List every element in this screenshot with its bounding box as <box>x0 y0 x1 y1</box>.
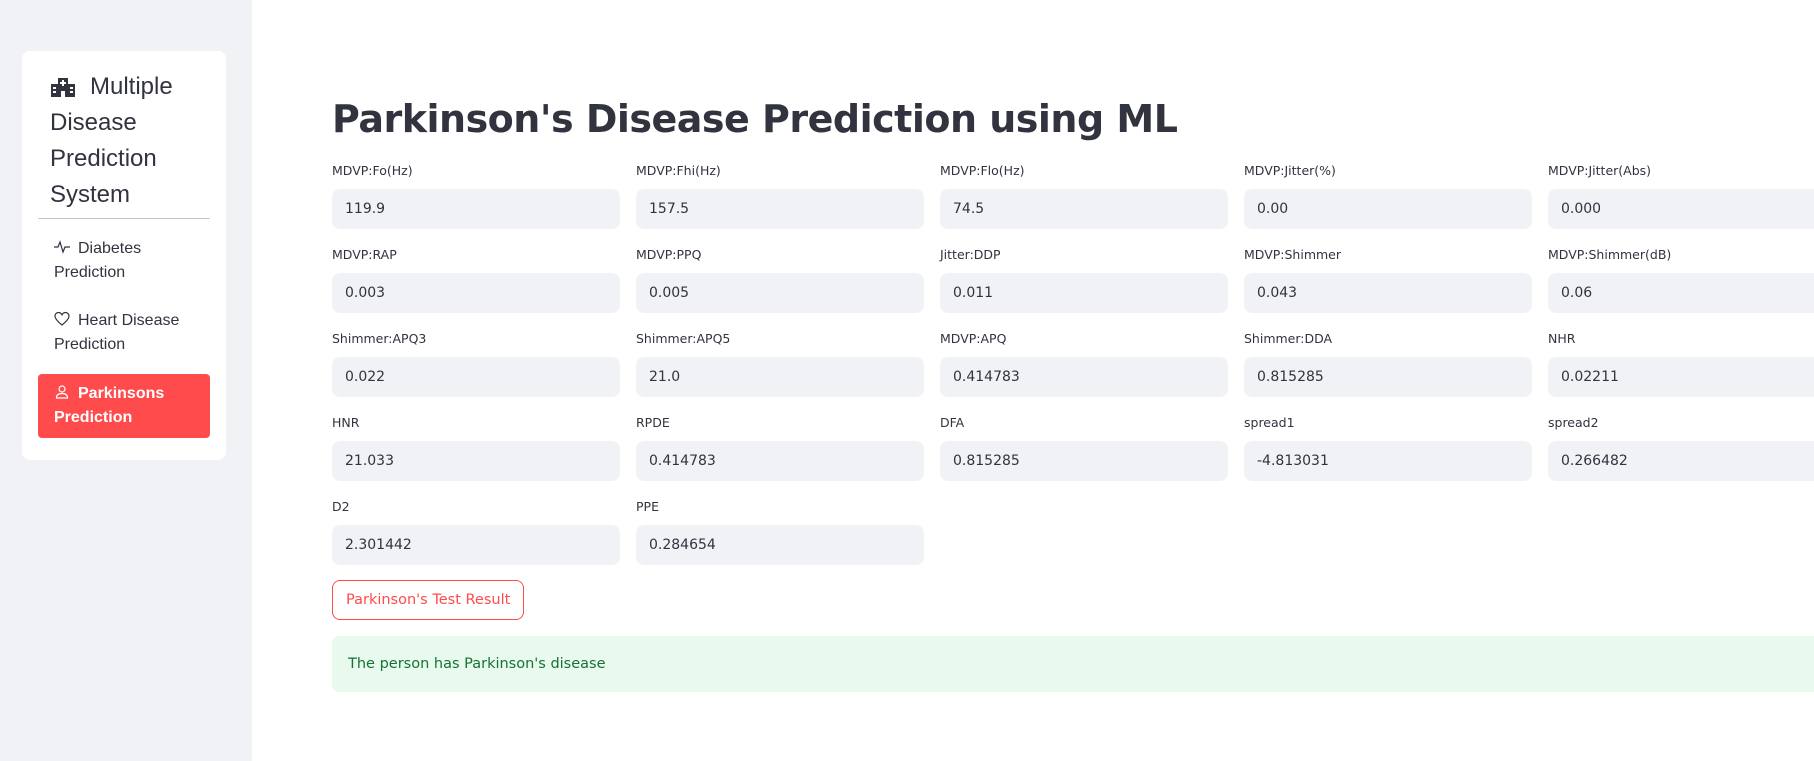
field-rpde: RPDE <box>636 414 924 481</box>
field-mdvp-jitter-percent: MDVP:Jitter(%) <box>1244 162 1532 229</box>
jitter-ddp-input[interactable] <box>940 273 1228 313</box>
shimmer-dda-input[interactable] <box>1244 357 1532 397</box>
field-shimmer-apq5: Shimmer:APQ5 <box>636 330 924 397</box>
field-mdvp-jitter-abs: MDVP:Jitter(Abs) <box>1548 162 1814 229</box>
mdvp-ppq-input[interactable] <box>636 273 924 313</box>
hospital-icon <box>50 72 76 97</box>
field-label: spread2 <box>1548 415 1599 430</box>
field-label: MDVP:Shimmer <box>1244 247 1342 262</box>
option-menu: Multiple Disease Prediction System Diabe… <box>22 51 226 460</box>
field-spread1: spread1 <box>1244 414 1532 481</box>
nav-item-label: Diabetes Prediction <box>54 240 142 281</box>
field-label: MDVP:RAP <box>332 247 397 262</box>
field-shimmer-apq3: Shimmer:APQ3 <box>332 330 620 397</box>
result-text: The person has Parkinson's disease <box>348 656 606 672</box>
field-label: Shimmer:APQ3 <box>332 331 427 346</box>
page-title: Parkinson's Disease Prediction using ML <box>332 97 1178 141</box>
mdvp-jitter-percent-input[interactable] <box>1244 189 1532 229</box>
mdvp-fo-input[interactable] <box>332 189 620 229</box>
field-label: MDVP:Fhi(Hz) <box>636 163 721 178</box>
nav-item-label: Heart Disease Prediction <box>54 312 180 353</box>
field-dfa: DFA <box>940 414 1228 481</box>
field-label: MDVP:PPQ <box>636 247 702 262</box>
field-label: NHR <box>1548 331 1576 346</box>
hnr-input[interactable] <box>332 441 620 481</box>
field-label: PPE <box>636 499 659 514</box>
field-mdvp-flo: MDVP:Flo(Hz) <box>940 162 1228 229</box>
spread2-input[interactable] <box>1548 441 1814 481</box>
field-nhr: NHR <box>1548 330 1814 397</box>
field-label: D2 <box>332 499 350 514</box>
field-mdvp-ppq: MDVP:PPQ <box>636 246 924 313</box>
ppe-input[interactable] <box>636 525 924 565</box>
field-label: MDVP:Fo(Hz) <box>332 163 413 178</box>
field-mdvp-fo: MDVP:Fo(Hz) <box>332 162 620 229</box>
d2-input[interactable] <box>332 525 620 565</box>
activity-icon <box>54 239 70 255</box>
shimmer-apq5-input[interactable] <box>636 357 924 397</box>
mdvp-apq-input[interactable] <box>940 357 1228 397</box>
field-label: spread1 <box>1244 415 1295 430</box>
nav-item-parkinsons[interactable]: Parkinsons Prediction <box>38 374 210 438</box>
parkinsons-test-result-button[interactable]: Parkinson's Test Result <box>332 580 525 620</box>
mdvp-fhi-input[interactable] <box>636 189 924 229</box>
shimmer-apq3-input[interactable] <box>332 357 620 397</box>
field-mdvp-apq: MDVP:APQ <box>940 330 1228 397</box>
mdvp-rap-input[interactable] <box>332 273 620 313</box>
field-label: MDVP:Jitter(Abs) <box>1548 163 1652 178</box>
field-mdvp-shimmer: MDVP:Shimmer <box>1244 246 1532 313</box>
field-d2: D2 <box>332 498 620 565</box>
field-mdvp-shimmer-db: MDVP:Shimmer(dB) <box>1548 246 1814 313</box>
menu-title-text: Multiple Disease Prediction System <box>50 73 173 208</box>
mdvp-shimmer-db-input[interactable] <box>1548 273 1814 313</box>
nhr-input[interactable] <box>1548 357 1814 397</box>
field-label: Shimmer:APQ5 <box>636 331 731 346</box>
field-jitter-ddp: Jitter:DDP <box>940 246 1228 313</box>
field-label: HNR <box>332 415 360 430</box>
field-shimmer-dda: Shimmer:DDA <box>1244 330 1532 397</box>
field-label: RPDE <box>636 415 670 430</box>
nav-item-diabetes[interactable]: Diabetes Prediction <box>38 237 210 285</box>
field-mdvp-fhi: MDVP:Fhi(Hz) <box>636 162 924 229</box>
sidebar: Multiple Disease Prediction System Diabe… <box>0 0 252 761</box>
field-label: MDVP:Flo(Hz) <box>940 163 1025 178</box>
heart-icon <box>54 311 70 327</box>
field-mdvp-rap: MDVP:RAP <box>332 246 620 313</box>
field-hnr: HNR <box>332 414 620 481</box>
person-icon <box>54 384 70 400</box>
nav-item-heart-disease[interactable]: Heart Disease Prediction <box>38 309 210 357</box>
field-label: MDVP:APQ <box>940 331 1007 346</box>
field-ppe: PPE <box>636 498 924 565</box>
menu-divider <box>38 218 210 219</box>
field-label: MDVP:Shimmer(dB) <box>1548 247 1672 262</box>
mdvp-flo-input[interactable] <box>940 189 1228 229</box>
field-label: Shimmer:DDA <box>1244 331 1333 346</box>
spread1-input[interactable] <box>1244 441 1532 481</box>
field-label: DFA <box>940 415 965 430</box>
rpde-input[interactable] <box>636 441 924 481</box>
field-label: MDVP:Jitter(%) <box>1244 163 1336 178</box>
mdvp-shimmer-input[interactable] <box>1244 273 1532 313</box>
mdvp-jitter-abs-input[interactable] <box>1548 189 1814 229</box>
dfa-input[interactable] <box>940 441 1228 481</box>
nav-item-label: Parkinsons Prediction <box>54 385 165 426</box>
menu-title: Multiple Disease Prediction System <box>50 69 210 213</box>
field-label: Jitter:DDP <box>940 247 1001 262</box>
field-spread2: spread2 <box>1548 414 1814 481</box>
success-alert: The person has Parkinson's disease <box>332 636 1814 692</box>
